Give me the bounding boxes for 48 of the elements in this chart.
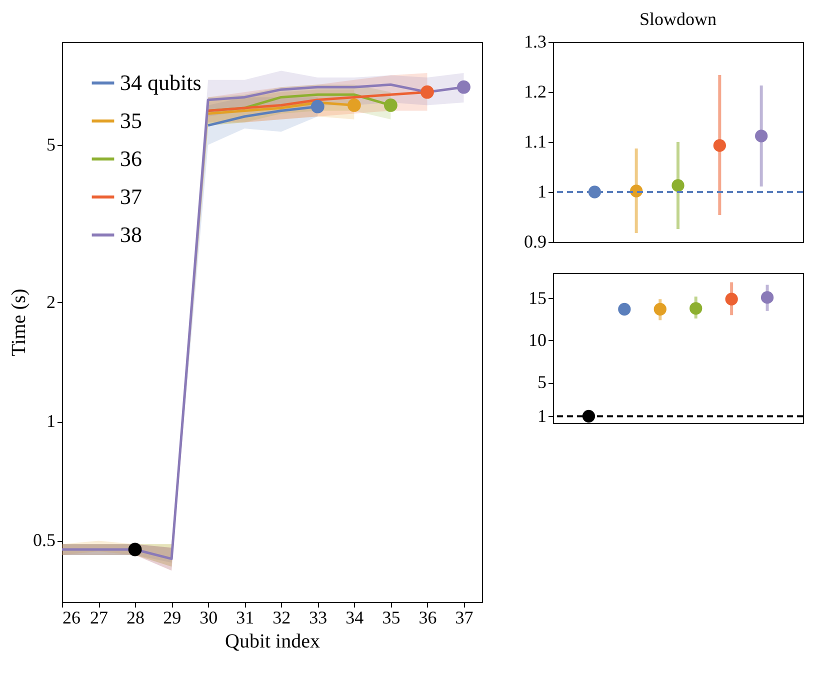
point [457, 80, 470, 94]
x-tick-label: 31 [236, 608, 254, 628]
x-tick-label: 35 [382, 608, 400, 628]
y-tick-label: 1.1 [524, 132, 546, 152]
y-tick-label: 5 [538, 372, 546, 392]
y-tick-label: 1 [538, 182, 546, 202]
x-tick-label: 27 [90, 608, 108, 628]
x-axis-title: Qubit index [225, 630, 320, 652]
x-tick-label: 33 [309, 608, 328, 628]
point [310, 100, 324, 114]
legend-label: 37 [120, 184, 142, 209]
x-tick-label: 28 [126, 608, 145, 628]
point [760, 291, 774, 304]
y-tick-label: 1.2 [524, 82, 546, 102]
x-tick-label: 34 [346, 608, 364, 628]
point [420, 85, 434, 99]
x-tick-label: 29 [163, 608, 182, 628]
chart-title: Slowdown [639, 9, 717, 29]
y-tick-label: 1.3 [524, 32, 546, 52]
point [128, 542, 142, 556]
x-tick-label: 32 [272, 608, 291, 628]
legend-label: 34 qubits [120, 70, 202, 95]
point [347, 98, 361, 112]
y-tick-label: 1 [46, 411, 56, 432]
y-tick-label: 15 [528, 288, 546, 308]
point [725, 292, 738, 306]
y-tick-label: 5 [46, 134, 56, 154]
point [582, 410, 596, 423]
legend-label: 36 [120, 146, 142, 171]
point [384, 98, 398, 112]
point [713, 139, 726, 152]
y-tick-label: 1 [538, 406, 546, 426]
legend-label: 35 [120, 108, 142, 133]
x-tick-label: 36 [418, 608, 437, 628]
y-tick-label: 0.9 [524, 232, 546, 252]
y-tick-label: 2 [46, 292, 56, 312]
y-tick-label: 0.5 [33, 530, 56, 550]
x-tick-label: 26 [62, 608, 80, 628]
legend-label: 38 [120, 222, 142, 247]
point [618, 302, 631, 316]
x-tick-label: 37 [455, 608, 474, 628]
point [672, 179, 684, 192]
point [690, 302, 702, 315]
x-tick-label: 30 [200, 608, 218, 628]
point [654, 302, 666, 316]
y-tick-label: 10 [528, 330, 546, 350]
point [755, 130, 768, 142]
y-axis-title: Time (s) [8, 288, 30, 356]
